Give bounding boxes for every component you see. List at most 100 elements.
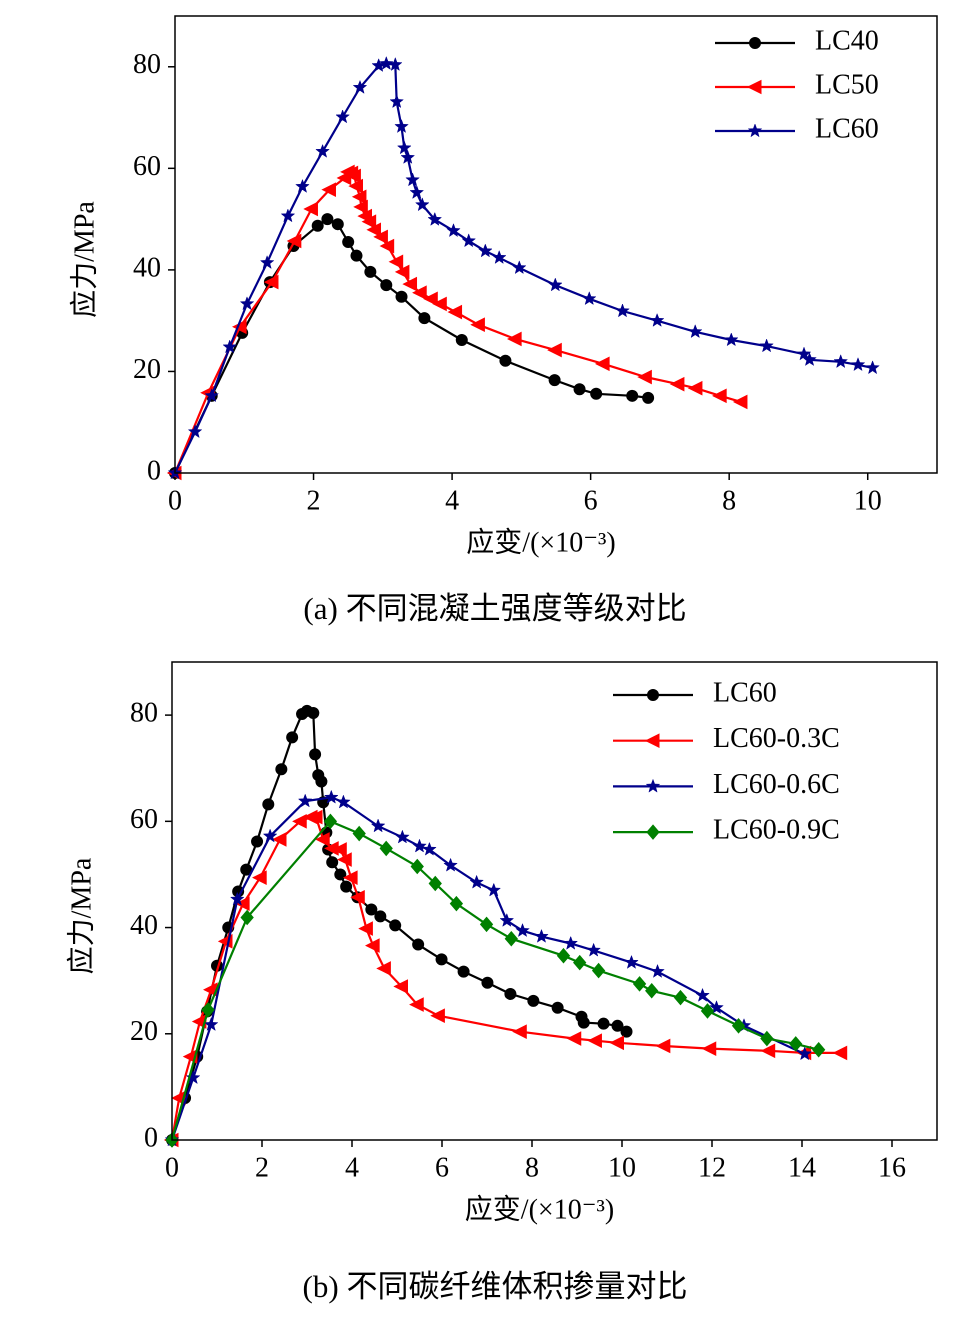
marker [563,935,579,950]
marker [512,1024,527,1039]
marker [412,838,427,853]
marker [547,342,562,358]
marker [351,189,367,205]
x-tick-label: 4 [345,1152,359,1183]
marker [586,942,601,957]
legend-marker [646,824,660,840]
marker [687,380,703,396]
legend-marker [645,778,661,793]
marker [311,219,324,232]
marker [393,979,408,994]
marker [626,389,639,402]
marker [432,296,447,312]
marker [331,218,344,231]
marker [832,1045,848,1061]
marker [394,264,410,280]
marker [566,1031,582,1046]
marker [315,143,330,158]
marker [551,1001,564,1014]
x-tick-label: 0 [168,485,182,516]
marker [307,706,320,719]
legend-label: LC40 [815,25,879,56]
marker [389,94,404,109]
marker [479,916,494,933]
marker [201,1002,215,1018]
marker [335,109,350,124]
marker [336,794,351,809]
marker [251,835,264,848]
series-line [170,816,841,1141]
marker [581,291,597,306]
legend-label: LC60-0.6C [713,769,840,800]
marker [323,789,339,804]
marker [695,987,710,1002]
x-tick-label: 4 [445,485,459,516]
marker [374,910,387,923]
marker [409,997,424,1012]
marker [332,842,347,857]
marker [865,360,880,375]
x-axis-label: 应变/(×10⁻³) [466,526,615,558]
marker [262,798,275,811]
y-tick-label: 0 [147,455,161,486]
marker [435,953,448,966]
marker [534,928,549,943]
marker [286,233,302,249]
marker [491,249,507,264]
x-tick-label: 10 [608,1152,636,1183]
marker [239,296,255,311]
marker [352,79,368,94]
x-tick-label: 6 [435,1152,449,1183]
y-tick-label: 60 [133,151,161,182]
legend-label: LC50 [815,69,879,100]
marker [427,211,443,226]
marker [632,976,647,992]
y-axis-label: 应力/MPa [68,201,100,318]
marker [577,1016,590,1029]
marker [470,317,485,333]
marker [342,235,355,248]
x-tick-label: 16 [878,1152,906,1183]
marker [422,841,437,856]
legend-label: LC60 [815,113,879,144]
marker [624,954,639,969]
marker [379,840,393,857]
marker [185,1070,201,1085]
marker [395,829,410,844]
x-tick-label: 8 [525,1152,539,1183]
legend-marker [746,79,762,95]
marker [412,938,425,951]
marker [611,1019,624,1032]
marker [280,208,296,223]
y-tick-label: 0 [144,1122,158,1153]
marker [358,921,373,936]
marker [789,1036,803,1052]
marker [365,903,378,916]
marker [548,374,561,387]
marker [802,352,817,366]
series-line [170,819,819,1141]
marker [315,775,328,788]
marker [673,989,688,1006]
series-line [170,796,806,1141]
marker [481,976,494,989]
marker [234,896,250,911]
series-line [174,217,649,474]
marker [410,858,424,875]
marker [378,55,394,70]
marker [342,870,358,885]
x-tick-label: 6 [584,485,598,516]
caption: (a) 不同混凝土强度等级对比 [303,591,686,626]
x-tick-label: 14 [788,1152,816,1183]
marker [370,818,386,833]
marker [723,332,739,347]
marker [380,279,393,292]
marker [396,140,412,155]
marker [203,1016,219,1031]
x-tick-label: 2 [307,485,321,516]
marker [796,346,812,361]
marker [414,197,430,212]
y-tick-label: 80 [130,698,158,729]
marker [486,882,502,897]
